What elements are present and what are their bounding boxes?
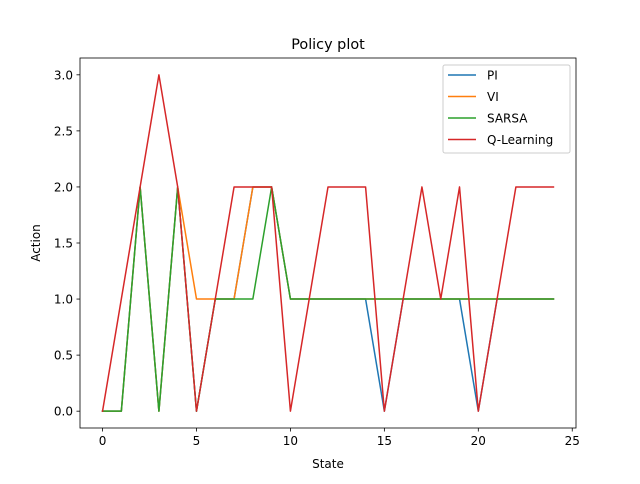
series-line-q-learning <box>101 74 555 413</box>
legend-label-q-learning: Q-Learning <box>487 133 553 147</box>
y-tick-label: 3.0 <box>54 68 73 82</box>
legend: PI VI SARSA Q-Learning <box>442 64 571 154</box>
x-tick-label: 20 <box>471 434 486 448</box>
x-tick-label: 0 <box>99 434 107 448</box>
x-tick-label: 10 <box>283 434 298 448</box>
x-axis-label: State <box>312 457 344 471</box>
y-tick-label: 2.5 <box>54 124 73 138</box>
y-tick-label: 2.0 <box>54 180 73 194</box>
y-tick-label: 1.0 <box>54 293 73 307</box>
x-tick-label: 5 <box>193 434 201 448</box>
legend-label-pi: PI <box>487 69 498 83</box>
legend-label-vi: VI <box>487 90 499 104</box>
y-tick-label: 1.5 <box>54 237 73 251</box>
y-axis-label: Action <box>29 224 43 262</box>
x-tick-label: 15 <box>377 434 392 448</box>
x-tick-label: 25 <box>565 434 580 448</box>
y-tick-label: 0.0 <box>54 405 73 419</box>
legend-frame <box>442 64 571 154</box>
legend-label-sarsa: SARSA <box>487 112 528 126</box>
series-layer <box>101 74 555 413</box>
legend-entries: PI VI SARSA Q-Learning <box>448 69 553 147</box>
y-tick-label: 0.5 <box>54 349 73 363</box>
chart-title: Policy plot <box>291 37 365 53</box>
axis-layer: 0 5 10 15 20 25 0.0 0.5 1.0 1.5 2.0 2.5 3.0 <box>54 68 580 448</box>
